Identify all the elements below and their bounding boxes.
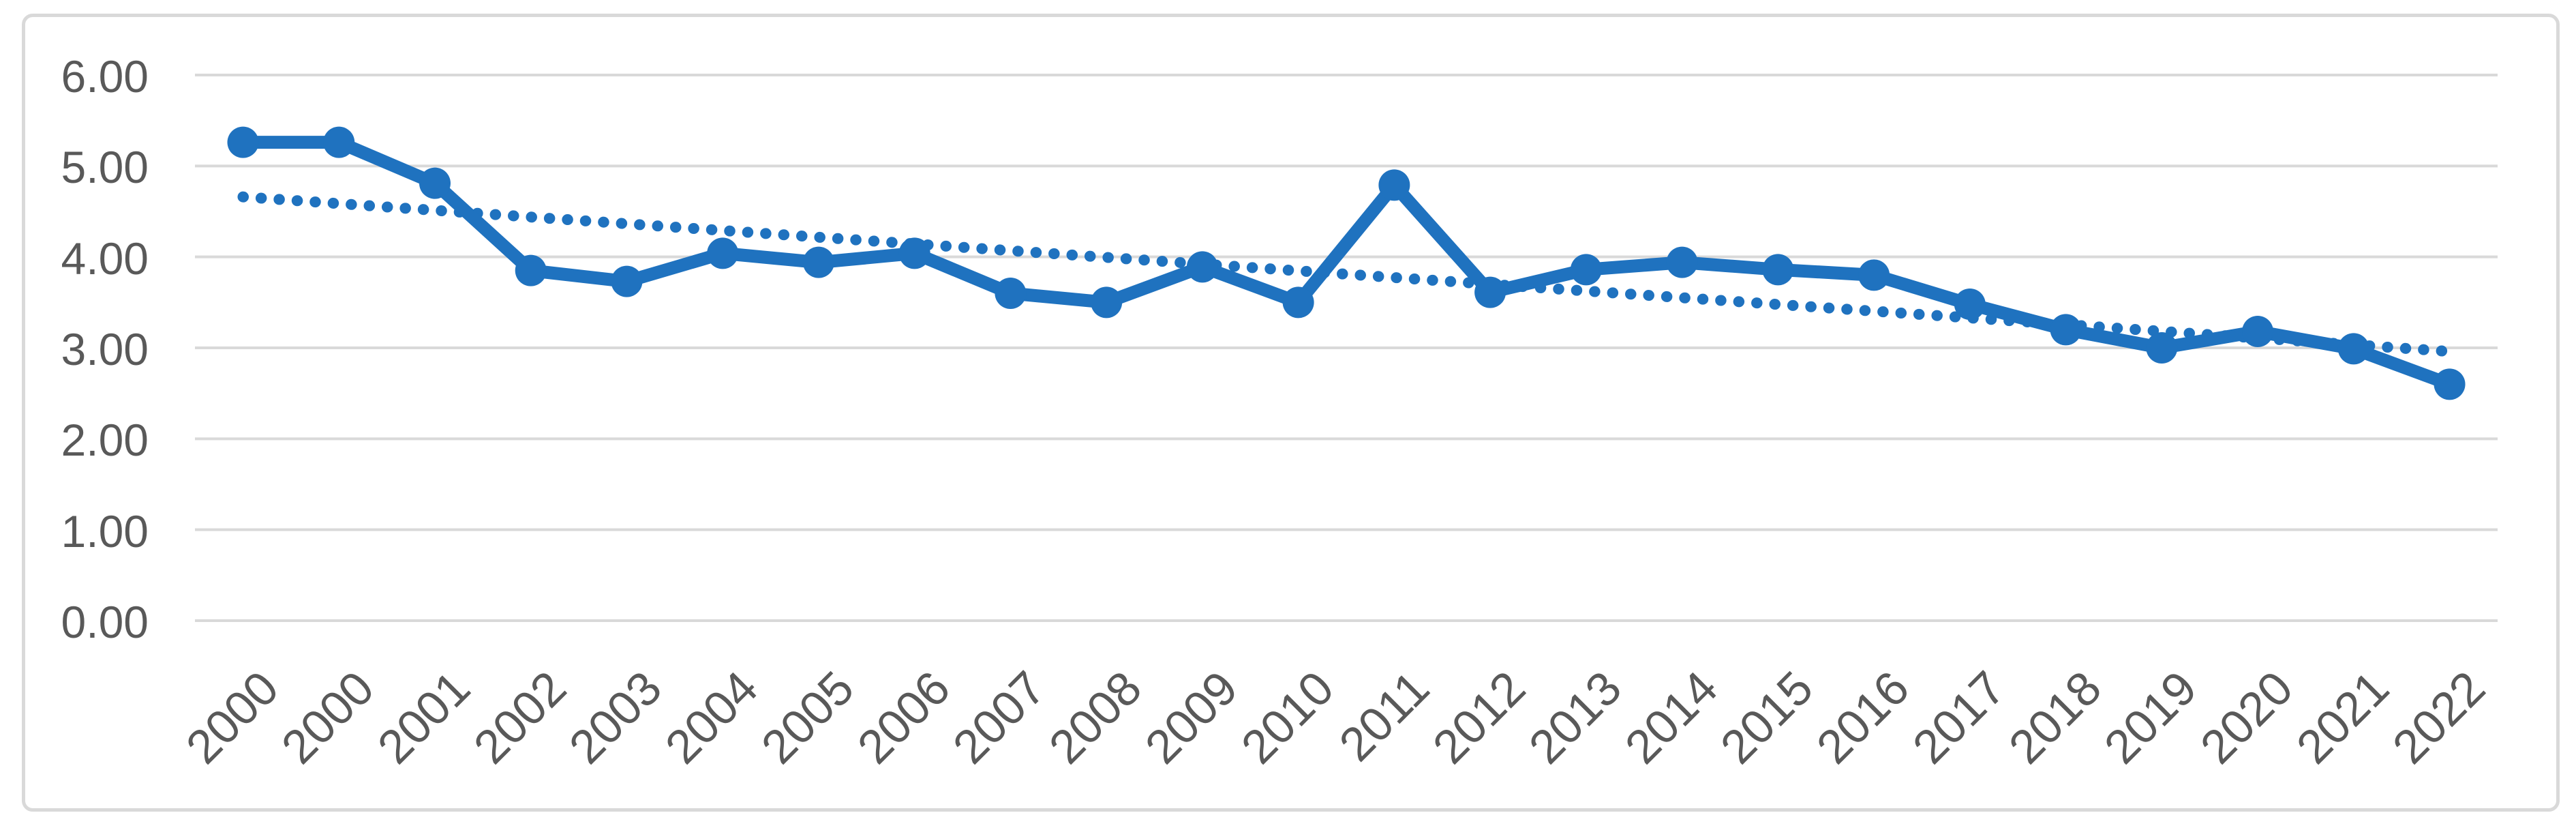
y-axis-label-2.00: 2.00 <box>61 415 149 466</box>
y-axis-label-3.00: 3.00 <box>61 324 149 374</box>
data-point-2002-3 <box>515 254 547 286</box>
data-point-2012-13 <box>1474 276 1506 308</box>
y-axis-label-4.00: 4.00 <box>61 233 149 284</box>
data-point-2010-11 <box>1282 286 1314 319</box>
trendline-group <box>237 191 2455 357</box>
series-line <box>237 136 2457 391</box>
data-point-2017-18 <box>1954 289 1986 321</box>
data-point-2014-15 <box>1666 246 1698 278</box>
y-axis-label-0.00: 0.00 <box>61 597 149 647</box>
series-group <box>227 126 2466 400</box>
data-point-2015-16 <box>1762 254 1794 286</box>
data-point-2011-12 <box>1378 169 1410 201</box>
data-point-2000-0 <box>227 126 259 158</box>
data-point-2005-6 <box>802 246 834 278</box>
y-axis-label-5.00: 5.00 <box>61 142 149 193</box>
data-point-2007-8 <box>995 278 1027 310</box>
data-point-2008-9 <box>1091 286 1123 319</box>
data-point-2013-14 <box>1570 254 1602 286</box>
data-point-2019-20 <box>2146 332 2178 364</box>
data-point-2003-4 <box>611 265 643 297</box>
data-point-2018-19 <box>2050 314 2082 346</box>
data-point-2021-22 <box>2337 333 2369 365</box>
chart-frame <box>22 14 2560 812</box>
data-point-2004-5 <box>707 237 739 269</box>
trendline <box>237 191 2455 357</box>
data-point-2006-7 <box>898 237 930 269</box>
data-point-2020-21 <box>2242 316 2274 348</box>
y-axis-label-1.00: 1.00 <box>61 505 149 557</box>
gridlines <box>195 74 2498 622</box>
data-point-2016-17 <box>1858 259 1890 291</box>
y-axis-label-6.00: 6.00 <box>61 51 149 102</box>
data-point-2001-2 <box>419 167 451 199</box>
data-point-2000-1 <box>323 126 355 158</box>
data-point-2009-10 <box>1186 251 1218 283</box>
data-point-2022-23 <box>2434 368 2466 400</box>
